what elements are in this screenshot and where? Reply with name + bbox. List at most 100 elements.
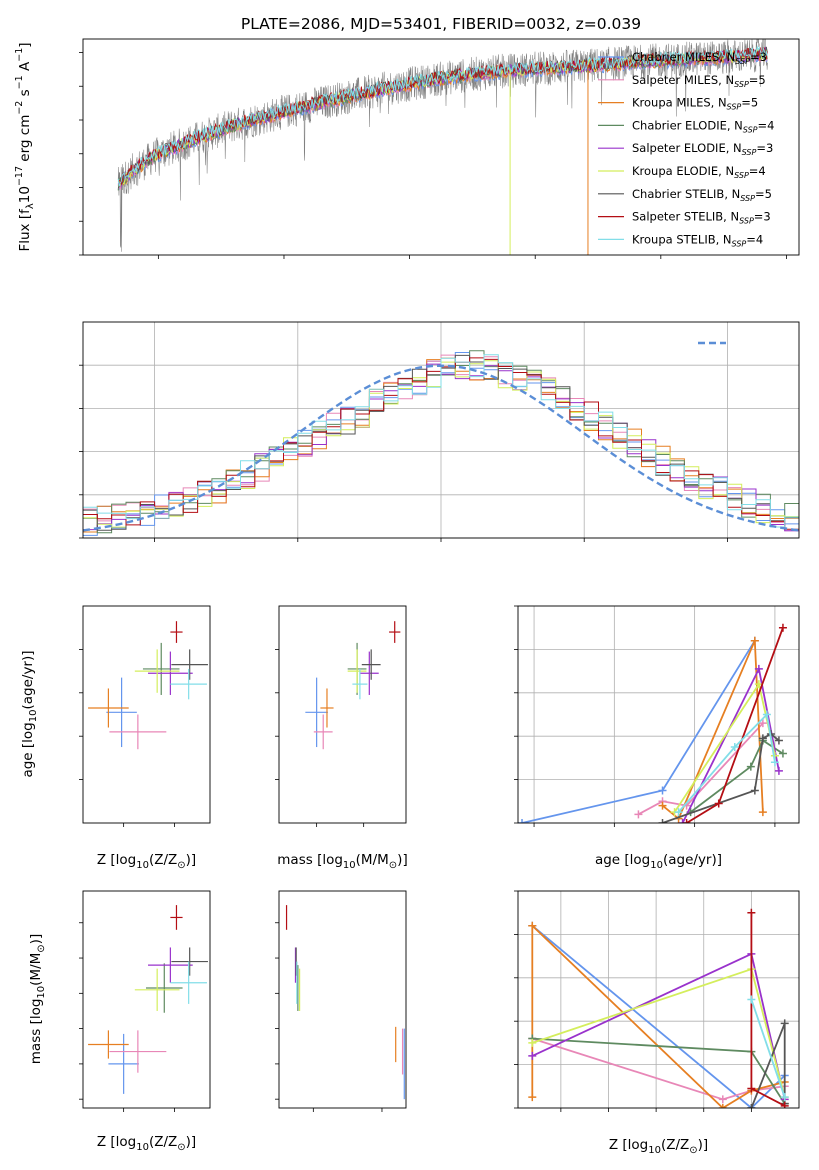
weight-marker (674, 808, 683, 817)
axes-frame (517, 605, 800, 824)
label-part: Z [log (609, 1137, 648, 1153)
y-axis-label: age [log10(age/yr)] (20, 650, 39, 777)
label-superscript: −17 (14, 166, 25, 186)
legend-name: Kroupa ELODIE, N (632, 164, 734, 178)
weight-series-line (532, 1037, 785, 1101)
legend-suffix: =4 (746, 232, 763, 246)
weight-marker (778, 749, 787, 758)
axes-frame (82, 890, 211, 1109)
x-axis-label: Z [log10(Z/Z⊙)] (609, 1137, 708, 1156)
label-subscript: ⊙ (36, 944, 47, 952)
weight-marker (774, 736, 783, 745)
normal-distribution-curve (83, 364, 799, 532)
legend-subscript: SSP (734, 171, 749, 180)
weight-marker (528, 1038, 537, 1047)
legend-entry: Salpeter MILES, NSSP=5 (632, 73, 766, 89)
weight-marker (634, 810, 643, 819)
weight-series-line (637, 722, 764, 816)
label-part: (M/M (356, 852, 389, 868)
legend-entry: Chabrier ELODIE, NSSP=4 (632, 118, 774, 134)
panel-weight-vs-metallicity: Z [log10(Z/Z⊙)] (514, 890, 800, 1156)
legend-entry: Salpeter STELIB, NSSP=3 (632, 210, 771, 226)
legend-entry: Chabrier STELIB, NSSP=5 (632, 187, 772, 203)
plot-area (83, 350, 799, 536)
legend-subscript: SSP (739, 217, 754, 226)
panel-age-vs-metallicity: Z [log10(Z/Z⊙)] age [log10(age/yr)] (20, 605, 211, 871)
plot-area (518, 623, 787, 823)
plot-area (88, 905, 208, 1094)
legend-name: Chabrier MILES, N (632, 50, 735, 64)
label-part: )] (28, 934, 44, 945)
label-subscript: ⊙ (689, 1145, 697, 1156)
legend-subscript: SSP (743, 125, 758, 134)
weight-marker (528, 1093, 537, 1102)
weight-marker (758, 734, 767, 743)
legend-entry: Chabrier MILES, NSSP=3 (632, 50, 767, 66)
label-part: (Z/Z (661, 1137, 689, 1153)
label-subscript: ⊙ (177, 860, 185, 871)
residual-histogram-line (83, 363, 799, 532)
weight-marker (770, 758, 779, 767)
panel-spectrum: Flux [fλ10−17 erg cm−2 s−1 A−1]Chabrier … (14, 38, 800, 259)
label-part: erg cm (17, 115, 33, 166)
spectrum-title: PLATE=2086, MJD=53401, FIBERID=0032, z=0… (241, 15, 641, 33)
residual-histogram-line (83, 350, 799, 534)
label-part: (M/M (28, 953, 44, 986)
weight-marker (518, 819, 527, 823)
legend-suffix: =3 (756, 141, 773, 155)
plot-area (88, 621, 208, 750)
residual-histogram-line (83, 354, 799, 532)
axes-frame (82, 321, 800, 539)
label-part: Z [log (97, 852, 136, 868)
label-part: s (17, 89, 33, 100)
residual-histogram-line (83, 357, 799, 530)
label-part: (age/yr)] (20, 650, 36, 709)
legend-entry: Kroupa STELIB, NSSP=4 (632, 232, 763, 248)
label-subscript: 10 (36, 986, 47, 999)
weight-marker (754, 664, 763, 673)
label-subscript: 10 (648, 1145, 661, 1156)
label-subscript: 10 (28, 710, 39, 723)
weight-marker (718, 1095, 727, 1104)
label-subscript: 10 (136, 860, 149, 871)
legend-suffix: =4 (758, 118, 775, 132)
weight-marker (747, 908, 756, 917)
plot-area (285, 905, 405, 1100)
legend-name: Salpeter MILES, N (632, 73, 734, 87)
label-part: )] (397, 852, 408, 868)
plot-area (528, 908, 789, 1108)
label-subscript: 10 (650, 860, 663, 871)
weight-marker (718, 1104, 727, 1108)
legend-entry: Kroupa ELODIE, NSSP=4 (632, 164, 766, 180)
weight-marker (528, 1051, 537, 1060)
residual-histogram-line (83, 360, 799, 528)
weight-marker (750, 636, 759, 645)
panel-residuals (79, 321, 800, 542)
label-part: Z [log (97, 1134, 136, 1150)
y-axis-label: Flux [fλ10−17 erg cm−2 s−1 A−1] (14, 42, 36, 251)
weight-series-line (521, 640, 756, 823)
weight-marker (747, 1084, 756, 1093)
weight-marker (750, 786, 759, 795)
label-superscript: −1 (14, 48, 25, 62)
axes-frame (517, 890, 800, 1109)
legend-name: Salpeter STELIB, N (632, 210, 739, 224)
x-axis-label: Z [log10(Z/Z⊙)] (97, 852, 196, 871)
weight-marker (762, 710, 771, 719)
weight-marker (774, 766, 783, 775)
x-axis-label: Z [log10(Z/Z⊙)] (97, 1134, 196, 1153)
axes-frame (82, 605, 211, 824)
label-superscript: −2 (14, 101, 25, 115)
label-part: A (17, 61, 33, 75)
residual-histogram-line (83, 352, 799, 536)
label-part: (age/yr)] (663, 852, 722, 868)
label-subscript: 10 (343, 860, 356, 871)
legend-name: Kroupa MILES, N (632, 96, 727, 110)
label-subscript: λ (25, 203, 36, 209)
label-subscript: ⊙ (177, 1142, 185, 1153)
axes-frame (278, 890, 407, 1109)
y-axis-label: mass [log10(M/M⊙)] (28, 934, 47, 1064)
legend-suffix: =5 (755, 187, 772, 201)
weight-marker (780, 1019, 789, 1028)
